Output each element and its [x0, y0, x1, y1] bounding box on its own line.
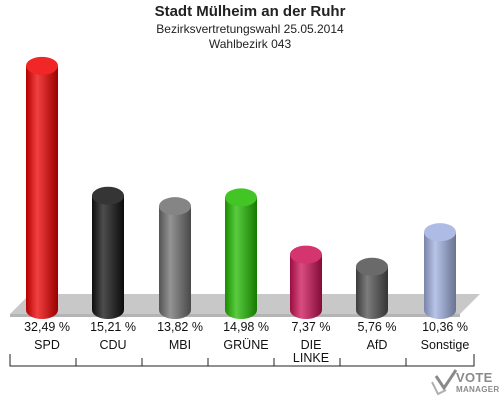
category-bracket: [9, 354, 475, 367]
bar-sonstige: [424, 223, 456, 319]
bar-body-afd: [356, 266, 388, 319]
bar-cap-mbi: [159, 197, 191, 216]
bars-group: [26, 56, 456, 319]
bar-cap-afd: [356, 257, 388, 276]
category-labels-group: SPD CDU MBI GRÜNE DIE LINKE AfD Sonstige: [9, 338, 475, 367]
ballot-check-icon: [431, 369, 458, 396]
bar-cap-gruene: [225, 188, 257, 207]
category-label-gruene: GRÜNE: [223, 338, 268, 352]
bar-body-gruene: [225, 197, 257, 319]
bar-cdu: [92, 186, 124, 319]
bar-body-cdu: [92, 195, 124, 319]
logo-word-manager: MANAGER: [456, 385, 500, 394]
bar-body-sonstige: [424, 232, 456, 319]
category-label-spd: SPD: [34, 338, 60, 352]
bar-spd: [26, 56, 58, 319]
value-label-cdu: 15,21 %: [90, 320, 136, 334]
value-label-mbi: 13,82 %: [157, 320, 203, 334]
value-label-afd: 5,76 %: [358, 320, 397, 334]
category-label-cdu: CDU: [99, 338, 126, 352]
logo-word-vote: VOTE: [456, 370, 493, 385]
value-label-sonstige: 10,36 %: [422, 320, 468, 334]
bar-body-mbi: [159, 206, 191, 319]
bar-body-die-linke: [290, 254, 322, 319]
bar-die-linke: [290, 245, 322, 319]
bar-body-spd: [26, 65, 58, 319]
chart-district: Wahlbezirk 043: [208, 37, 292, 51]
bar-cap-spd: [26, 56, 58, 75]
bar-afd: [356, 257, 388, 319]
value-label-spd: 32,49 %: [24, 320, 70, 334]
vote-manager-logo: VOTE MANAGER: [430, 368, 500, 398]
bar-mbi: [159, 197, 191, 319]
bar-cap-sonstige: [424, 223, 456, 242]
value-label-gruene: 14,98 %: [223, 320, 269, 334]
bar-gruene: [225, 188, 257, 319]
value-labels-group: 32,49 % 15,21 % 13,82 % 14,98 % 7,37 % 5,76 %…: [24, 320, 468, 334]
chart-subtitle: Bezirksvertretungswahl 25.05.2014: [156, 22, 344, 36]
category-label-mbi: MBI: [169, 338, 191, 352]
value-label-die-linke: 7,37 %: [292, 320, 331, 334]
bar-cap-cdu: [92, 186, 124, 205]
chart-title: Stadt Mülheim an der Ruhr: [154, 3, 346, 20]
bar-cap-die-linke: [290, 245, 322, 264]
category-label-die-linke: DIE LINKE: [293, 338, 329, 365]
category-label-sonstige: Sonstige: [421, 338, 470, 352]
category-label-afd: AfD: [367, 338, 388, 352]
